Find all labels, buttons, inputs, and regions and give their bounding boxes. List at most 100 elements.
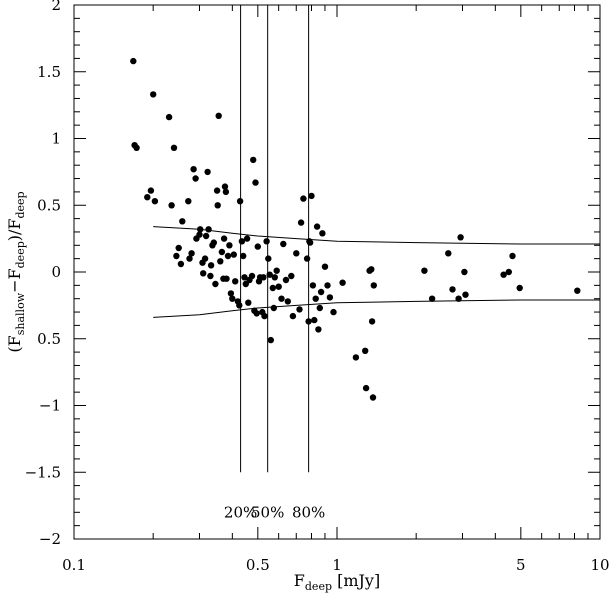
- data-point: [266, 271, 273, 278]
- data-point: [192, 175, 199, 182]
- data-point: [232, 278, 239, 285]
- data-point: [236, 302, 243, 309]
- envelope-curves: [153, 226, 600, 318]
- data-point: [151, 198, 159, 205]
- data-point: [218, 248, 226, 256]
- data-point: [223, 275, 230, 282]
- data-point: [207, 272, 214, 280]
- x-axis-title-main: F: [294, 571, 305, 590]
- data-point: [428, 295, 436, 302]
- data-point: [303, 255, 311, 262]
- data-point: [461, 268, 468, 276]
- data-point: [311, 316, 318, 324]
- y-tick-label: 2: [51, 0, 61, 14]
- data-point: [352, 354, 360, 361]
- x-axis-title-unit: [mJy]: [332, 571, 380, 590]
- completeness-label: 50%: [251, 504, 284, 522]
- data-point: [288, 272, 295, 280]
- data-point: [177, 260, 185, 268]
- data-point: [306, 239, 314, 246]
- data-point: [243, 235, 251, 242]
- data-point: [312, 295, 319, 302]
- data-point: [170, 144, 178, 151]
- x-tick-label: 0.5: [246, 556, 270, 574]
- data-point: [250, 156, 257, 164]
- y-tick-label: 1: [51, 130, 61, 148]
- data-point: [368, 266, 375, 273]
- data-point: [319, 230, 326, 237]
- data-point: [222, 188, 230, 196]
- data-point: [252, 179, 259, 186]
- data-point: [315, 326, 322, 333]
- envelope-lower: [153, 299, 600, 318]
- data-point: [369, 394, 377, 401]
- y-axis-title-sub1: shallow: [14, 292, 27, 335]
- data-point: [362, 347, 369, 354]
- data-point: [253, 310, 260, 317]
- data-point: [133, 144, 140, 151]
- x-tick-label: 5: [516, 556, 526, 574]
- data-point: [190, 166, 197, 173]
- data-point: [147, 187, 155, 194]
- data-point: [227, 290, 235, 297]
- data-point: [230, 251, 237, 258]
- tick-labels: 0.1 0.5 1 5 10 2 1.5 1 0.5 0 0.5 −1 −1.5 −2: [25, 0, 610, 574]
- data-point: [265, 255, 272, 262]
- data-point: [505, 268, 512, 276]
- data-point: [368, 318, 376, 325]
- data-point: [130, 57, 137, 65]
- data-point: [282, 276, 290, 284]
- data-point: [449, 286, 456, 293]
- data-point: [221, 183, 229, 190]
- data-point: [204, 168, 211, 176]
- data-point: [215, 112, 222, 120]
- data-point: [270, 304, 277, 312]
- data-point: [278, 295, 285, 302]
- completeness-label: 20%: [224, 504, 257, 522]
- x-tick-label: 1: [332, 556, 342, 574]
- data-point: [212, 280, 219, 288]
- data-point: [245, 299, 252, 306]
- data-point: [200, 270, 207, 277]
- data-point: [300, 195, 307, 202]
- data-point: [186, 255, 193, 262]
- data-point: [238, 238, 246, 245]
- x-tick-label: 10: [590, 556, 609, 574]
- data-point: [457, 234, 464, 241]
- data-point: [516, 284, 523, 292]
- data-point: [313, 223, 321, 230]
- data-point: [280, 240, 287, 248]
- data-point: [297, 219, 305, 226]
- data-point: [248, 272, 256, 280]
- data-point: [188, 250, 195, 257]
- data-point: [362, 384, 370, 392]
- data-point: [500, 271, 507, 278]
- data-point: [321, 263, 329, 270]
- data-point: [308, 192, 315, 200]
- data-point: [317, 288, 325, 296]
- data-point: [275, 283, 282, 290]
- data-point: [455, 295, 462, 302]
- data-point: [370, 282, 377, 289]
- data-point: [229, 295, 236, 302]
- data-point: [168, 202, 175, 209]
- data-point: [445, 250, 452, 257]
- data-point: [175, 244, 182, 252]
- y-tick-label: 1.5: [37, 63, 61, 81]
- data-point: [217, 258, 224, 265]
- data-point: [339, 279, 346, 286]
- plot-frame: [73, 4, 601, 540]
- data-point: [197, 226, 204, 233]
- y-axis-title-open: (F: [5, 335, 24, 352]
- data-point: [254, 243, 261, 250]
- completeness-label: 80%: [292, 504, 325, 522]
- x-tick-label: 0.1: [62, 556, 86, 574]
- data-point: [289, 312, 297, 320]
- y-tick-label: −1.5: [25, 463, 61, 481]
- data-point: [205, 226, 212, 233]
- data-point: [462, 291, 469, 298]
- axis-ticks: [73, 4, 601, 540]
- data-point: [263, 238, 270, 245]
- data-point: [240, 252, 247, 260]
- data-point: [173, 252, 180, 260]
